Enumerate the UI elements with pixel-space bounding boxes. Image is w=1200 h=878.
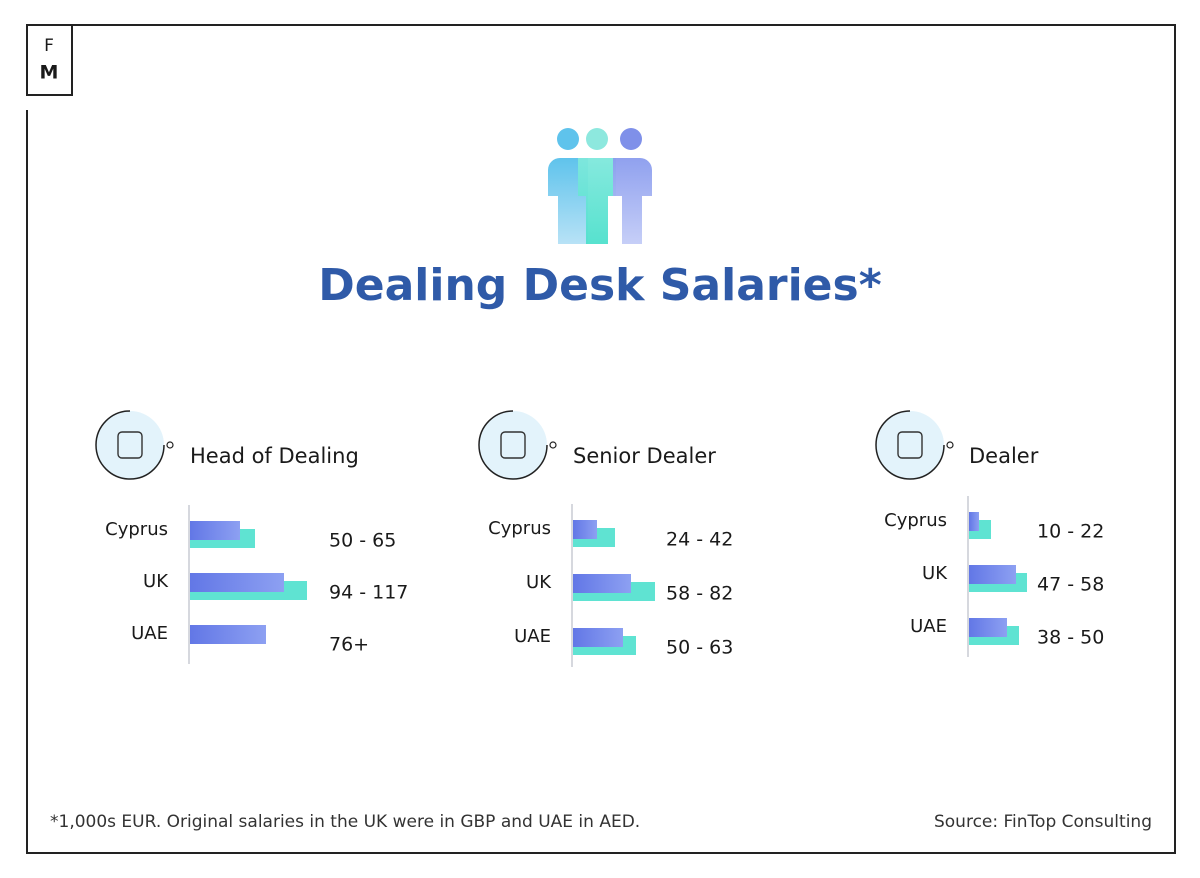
- logo-letter: F: [44, 36, 54, 56]
- value-label: 94 - 117: [329, 582, 408, 604]
- role-icon-glyph: [500, 431, 526, 459]
- value-label: 76+: [329, 634, 369, 656]
- role-icon-ring: [95, 410, 165, 480]
- category-label: UK: [526, 572, 552, 593]
- value-label: 58 - 82: [666, 583, 733, 605]
- bar: [573, 628, 623, 647]
- bar: [969, 618, 1007, 637]
- bar: [969, 565, 1016, 584]
- frame: [26, 24, 1176, 854]
- chart-title: Head of Dealing: [190, 444, 359, 468]
- chart-title: Senior Dealer: [573, 444, 716, 468]
- people-icon: [548, 128, 652, 244]
- role-icon-dot: [549, 441, 557, 449]
- logo-box: [26, 24, 73, 96]
- bar: [573, 520, 597, 539]
- category-label: Cyprus: [884, 510, 947, 531]
- category-label: UAE: [910, 616, 947, 637]
- salary-chart: Senior Dealer Cyprus 24 - 42 UK 58 - 82 UAE 50…: [478, 410, 733, 667]
- role-icon-bg: [876, 411, 944, 479]
- bar: [573, 574, 631, 593]
- role-icon-dot: [946, 441, 954, 449]
- category-label: UK: [143, 571, 169, 592]
- charts: Head of Dealing Cyprus 50 - 65 UK 94 - 117 UA…: [95, 410, 1104, 667]
- footnote: *1,000s EUR. Original salaries in the UK…: [50, 812, 640, 832]
- role-icon-bg: [479, 411, 547, 479]
- value-label: 47 - 58: [1037, 574, 1104, 596]
- bar: [190, 521, 240, 540]
- role-icon-glyph: [897, 431, 923, 459]
- logo-letter: M: [40, 62, 59, 84]
- category-label: Cyprus: [105, 519, 168, 540]
- chart-title: Dealer: [969, 444, 1039, 468]
- salary-chart: Head of Dealing Cyprus 50 - 65 UK 94 - 117 UA…: [95, 410, 408, 664]
- page-title: Dealing Desk Salaries*: [318, 260, 881, 311]
- category-label: Cyprus: [488, 518, 551, 539]
- value-label: 24 - 42: [666, 529, 733, 551]
- category-label: UK: [922, 563, 948, 584]
- salary-chart: Dealer Cyprus 10 - 22 UK 47 - 58 UAE 38 - 50: [875, 410, 1104, 657]
- role-icon-glyph: [117, 431, 143, 459]
- value-label: 10 - 22: [1037, 521, 1104, 543]
- bar: [190, 625, 266, 644]
- value-label: 38 - 50: [1037, 627, 1104, 649]
- value-label: 50 - 65: [329, 530, 396, 552]
- role-icon-dot: [166, 441, 174, 449]
- category-label: UAE: [131, 623, 168, 644]
- value-label: 50 - 63: [666, 637, 733, 659]
- category-label: UAE: [514, 626, 551, 647]
- bar: [190, 573, 284, 592]
- bar: [969, 512, 979, 531]
- role-icon-bg: [96, 411, 164, 479]
- role-icon-ring: [478, 410, 548, 480]
- role-icon-ring: [875, 410, 945, 480]
- source: Source: FinTop Consulting: [934, 812, 1152, 832]
